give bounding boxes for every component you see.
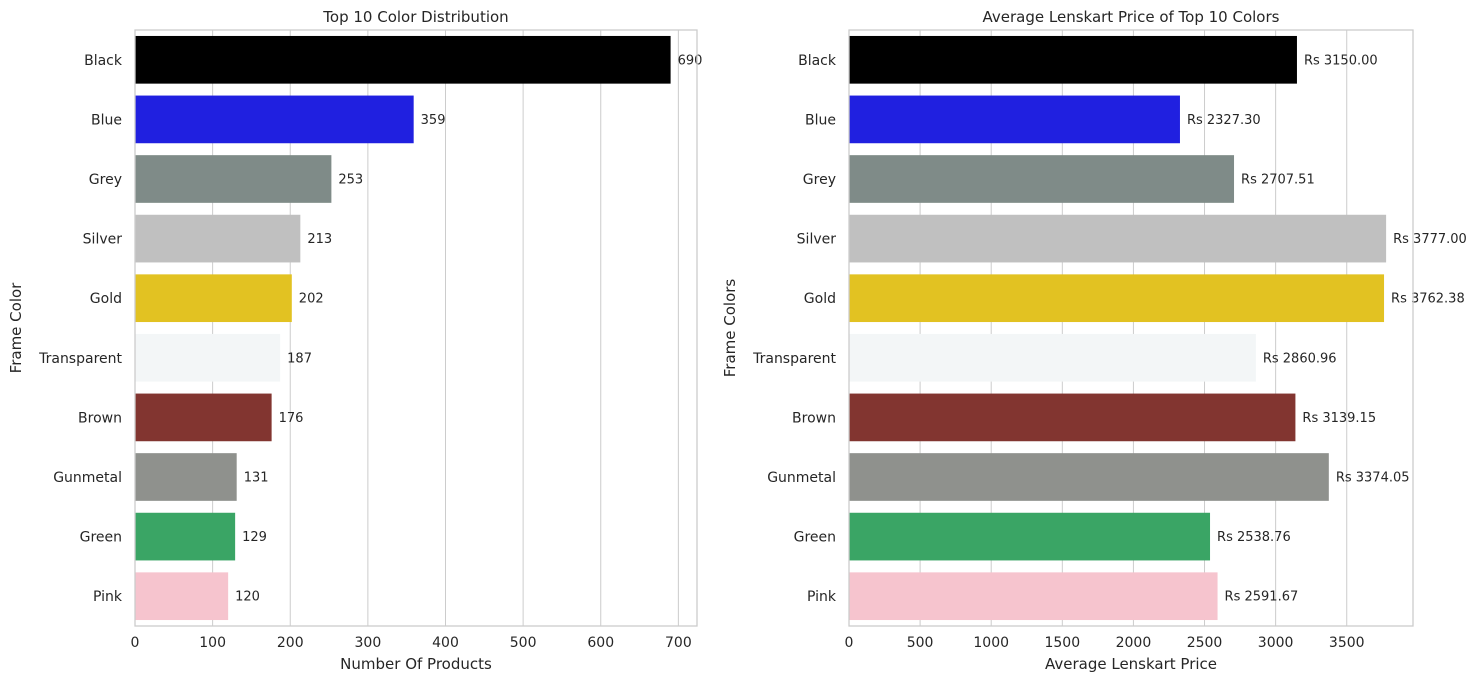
bar-brown: [849, 393, 1296, 442]
y-axis-label: Frame Color: [7, 282, 25, 373]
bar-brown: [135, 393, 272, 442]
x-tick-label: 700: [665, 635, 692, 651]
bar-transparent: [849, 333, 1256, 382]
x-tick-label: 0: [131, 635, 140, 651]
data-label: 202: [299, 292, 324, 307]
data-label: 176: [279, 411, 304, 426]
data-label: Rs 3150.00: [1304, 53, 1378, 68]
y-tick-label: Silver: [797, 232, 837, 248]
bar-blue: [849, 95, 1180, 144]
bar-pink: [135, 572, 229, 621]
y-tick-label: Transparent: [38, 351, 122, 367]
data-label: Rs 3374.05: [1336, 471, 1410, 486]
y-tick-label: Blue: [805, 112, 836, 128]
bar-green: [849, 512, 1211, 561]
y-tick-label: Pink: [807, 589, 837, 605]
y-tick-label: Blue: [91, 112, 122, 128]
y-tick-label: Gunmetal: [53, 470, 122, 486]
data-label: Rs 2707.51: [1241, 173, 1315, 188]
y-tick-label: Gunmetal: [767, 470, 836, 486]
x-tick-label: 600: [587, 635, 614, 651]
x-tick-label: 200: [277, 635, 304, 651]
bar-silver: [135, 214, 301, 263]
y-tick-label: Grey: [89, 172, 122, 188]
data-label: 187: [287, 351, 312, 366]
bar-black: [135, 35, 671, 84]
bar-gold: [135, 274, 292, 323]
x-axis-label: Number Of Products: [340, 655, 492, 673]
chart-title: Top 10 Color Distribution: [322, 8, 508, 26]
plot-frame: [134, 29, 698, 627]
data-label: Rs 3762.38: [1391, 292, 1465, 307]
data-label: 131: [244, 471, 269, 486]
x-tick-label: 3500: [1329, 635, 1365, 651]
x-tick-label: 3000: [1258, 635, 1294, 651]
x-axis-label: Average Lenskart Price: [1045, 655, 1217, 673]
data-label: 129: [242, 530, 267, 545]
bar-blue: [135, 95, 414, 144]
chart-title: Average Lenskart Price of Top 10 Colors: [983, 8, 1280, 26]
bar-green: [135, 512, 236, 561]
x-tick-label: 400: [432, 635, 459, 651]
y-tick-label: Green: [794, 530, 836, 546]
bar-transparent: [135, 333, 281, 382]
x-tick-label: 2500: [1187, 635, 1223, 651]
bar-grey: [135, 155, 332, 203]
y-tick-label: Black: [84, 53, 123, 69]
x-tick-label: 500: [510, 635, 537, 651]
bar-gunmetal: [135, 453, 237, 501]
y-axis-label: Frame Colors: [721, 279, 739, 378]
y-tick-label: Brown: [792, 410, 836, 426]
bar-gold: [849, 274, 1385, 323]
y-tick-label: Transparent: [752, 351, 836, 367]
y-tick-label: Grey: [803, 172, 836, 188]
y-tick-label: Black: [798, 53, 837, 69]
y-tick-label: Green: [80, 530, 122, 546]
bar-pink: [849, 572, 1218, 621]
data-label: 359: [421, 113, 446, 128]
y-tick-label: Pink: [93, 589, 123, 605]
x-tick-label: 1500: [1044, 635, 1080, 651]
data-label: 690: [678, 53, 703, 68]
bar-gunmetal: [849, 453, 1329, 501]
x-tick-label: 2000: [1116, 635, 1152, 651]
data-label: 213: [307, 232, 332, 247]
data-label: Rs 3777.00: [1393, 232, 1467, 247]
data-label: Rs 2538.76: [1217, 530, 1291, 545]
x-tick-label: 100: [199, 635, 226, 651]
bar-grey: [849, 155, 1235, 203]
data-label: Rs 3139.15: [1302, 411, 1376, 426]
data-label: Rs 2327.30: [1187, 113, 1261, 128]
bar-black: [849, 35, 1297, 84]
x-tick-label: 500: [907, 635, 934, 651]
data-label: Rs 2860.96: [1263, 351, 1337, 366]
plot-frame: [848, 29, 1414, 627]
x-tick-label: 1000: [973, 635, 1009, 651]
y-tick-label: Brown: [78, 410, 122, 426]
bar-silver: [849, 214, 1387, 263]
x-tick-label: 300: [355, 635, 382, 651]
y-tick-label: Silver: [83, 232, 123, 248]
chart-average-price: Rs 3150.00 Black Rs 2327.30 Blue Rs 2707.51 G…: [721, 8, 1467, 673]
x-tick-label: 0: [845, 635, 854, 651]
data-label: 120: [235, 590, 260, 605]
chart-color-distribution: 690 Black 359 Blue 253 Grey 213 Silver 202 Gold 18…: [7, 8, 702, 673]
data-label: 253: [338, 173, 363, 188]
y-tick-label: Gold: [804, 291, 836, 307]
data-label: Rs 2591.67: [1225, 590, 1299, 605]
y-tick-label: Gold: [90, 291, 122, 307]
